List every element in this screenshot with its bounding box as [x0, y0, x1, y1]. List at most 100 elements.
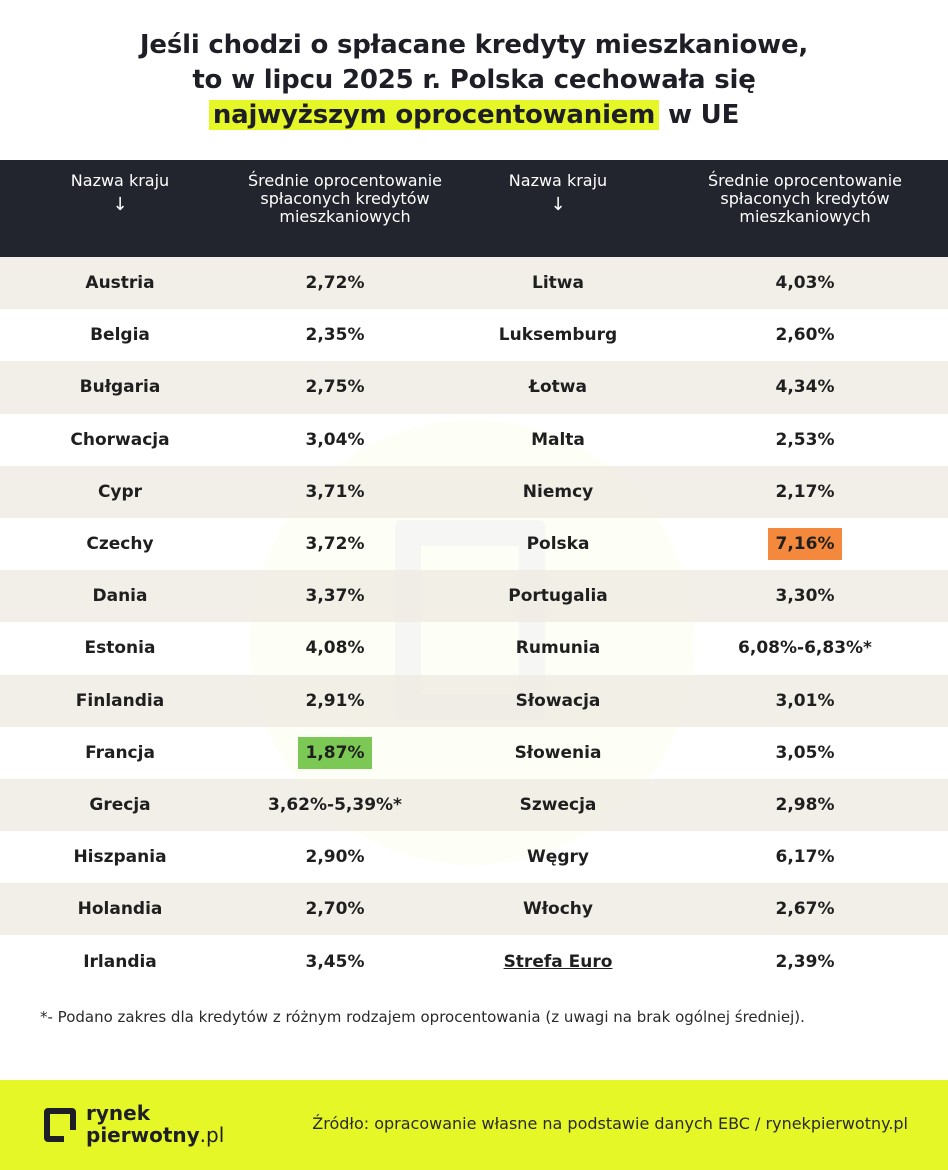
rate-cell-text: 2,91% — [305, 690, 365, 711]
rate-cell-text: 2,75% — [305, 377, 365, 398]
country-cell-text: Włochy — [522, 899, 593, 920]
rate-cell: 2,35% — [230, 309, 440, 361]
highest-rate-badge: 7,16% — [767, 528, 843, 561]
country-cell: Austria — [0, 257, 240, 309]
country-cell: Irlandia — [0, 935, 240, 987]
rate-cell-text: 2,90% — [305, 847, 365, 868]
rate-cell: 2,91% — [230, 675, 440, 727]
title-line-2: to w lipcu 2025 r. Polska cechowała się — [192, 65, 756, 95]
table-row: Estonia 4,08% Rumunia 6,08%-6,83%* — [0, 622, 948, 675]
table-header: Nazwa kraju ↓ Średnie oprocentowanie spł… — [0, 160, 948, 257]
rate-cell-text: 2,39% — [775, 951, 835, 972]
logo-line-2-rest: .pl — [199, 1123, 225, 1147]
country-cell-text: Strefa Euro — [503, 951, 613, 972]
sort-arrow-icon: ↓ — [112, 194, 128, 215]
country-cell-text: Polska — [526, 534, 590, 555]
brand-logo-text: rynek pierwotny.pl — [86, 1102, 224, 1146]
lowest-rate-badge: 1,87% — [297, 736, 373, 769]
country-cell: Luksemburg — [448, 309, 668, 361]
rate-cell: 3,05% — [700, 727, 910, 779]
rate-cell-text: 4,03% — [775, 273, 835, 294]
rate-cell: 2,75% — [230, 361, 440, 413]
country-cell: Rumunia — [448, 622, 668, 674]
rate-cell-text: 2,67% — [775, 899, 835, 920]
table-row: Austria 2,72% Litwa 4,03% — [0, 257, 948, 310]
rate-cell-text: 2,17% — [775, 481, 835, 502]
footnote: *- Podano zakres dla kredytów z różnym r… — [40, 1008, 805, 1026]
rate-cell-text: 3,62%-5,39%* — [268, 794, 402, 815]
country-cell-text: Malta — [531, 429, 585, 450]
page-title: Jeśli chodzi o spłacane kredyty mieszkan… — [0, 28, 948, 133]
rate-cell: 6,17% — [700, 831, 910, 883]
rate-cell-text: 3,01% — [775, 690, 835, 711]
country-cell: Portugalia — [448, 570, 668, 622]
rate-cell-text: 3,37% — [305, 586, 365, 607]
header-rate-left: Średnie oprocentowanie spłaconych kredyt… — [247, 171, 443, 226]
country-cell-text: Portugalia — [508, 586, 608, 607]
country-cell: Finlandia — [0, 675, 240, 727]
country-cell: Polska — [448, 518, 668, 570]
rate-cell: 3,37% — [230, 570, 440, 622]
table-row: Finlandia 2,91% Słowacja 3,01% — [0, 674, 948, 727]
rate-cell: 3,71% — [230, 466, 440, 518]
rate-cell: 3,72% — [230, 518, 440, 570]
title-line-1: Jeśli chodzi o spłacane kredyty mieszkan… — [139, 30, 809, 60]
country-cell: Litwa — [448, 257, 668, 309]
rate-cell: 4,08% — [230, 622, 440, 674]
rate-cell: 3,62%-5,39%* — [230, 779, 440, 831]
title-highlight: najwyższym oprocentowaniem — [208, 100, 660, 130]
rate-cell: 2,70% — [230, 883, 440, 935]
rate-cell: 7,16% — [700, 518, 910, 570]
rate-cell: 2,17% — [700, 466, 910, 518]
rate-cell: 2,67% — [700, 883, 910, 935]
country-cell: Dania — [0, 570, 240, 622]
rate-cell: 6,08%-6,83%* — [700, 622, 910, 674]
rates-table: Nazwa kraju ↓ Średnie oprocentowanie spł… — [0, 160, 948, 988]
rate-cell-text: 3,72% — [305, 534, 365, 555]
rate-cell-text: 6,17% — [775, 847, 835, 868]
country-cell: Bułgaria — [0, 361, 240, 413]
rate-cell-text: 3,04% — [305, 429, 365, 450]
country-cell-text: Francja — [85, 742, 155, 763]
title-line-3: najwyższym oprocentowaniem w UE — [0, 98, 948, 133]
rate-cell: 3,01% — [700, 675, 910, 727]
header-label: Nazwa kraju — [508, 171, 608, 190]
country-cell-text: Finlandia — [75, 690, 165, 711]
country-cell-text: Bułgaria — [79, 377, 161, 398]
brand-logo: rynek pierwotny.pl — [44, 1102, 244, 1150]
rate-cell-text: 3,05% — [775, 742, 835, 763]
country-cell-text: Belgia — [90, 325, 150, 346]
table-body: Austria 2,72% Litwa 4,03% Belgia 2,35% Luksemb… — [0, 257, 948, 988]
country-cell-text: Austria — [85, 273, 155, 294]
country-cell-text: Irlandia — [83, 951, 157, 972]
rate-cell-text: 2,70% — [305, 899, 365, 920]
rate-cell: 2,39% — [700, 935, 910, 987]
country-cell-text: Hiszpania — [73, 847, 167, 868]
country-cell: Francja — [0, 727, 240, 779]
table-row: Czechy 3,72% Polska 7,16% — [0, 517, 948, 571]
table-row: Irlandia 3,45% Strefa Euro 2,39% — [0, 935, 948, 988]
country-cell-text: Szwecja — [519, 794, 597, 815]
country-cell-text: Holandia — [77, 899, 163, 920]
table-row: Bułgaria 2,75% Łotwa 4,34% — [0, 361, 948, 414]
brand-logo-icon — [44, 1108, 76, 1142]
title-line-3-rest: w UE — [659, 100, 740, 130]
country-cell-text: Chorwacja — [70, 429, 170, 450]
country-cell: Grecja — [0, 779, 240, 831]
rate-cell-text: 2,35% — [305, 325, 365, 346]
country-cell: Estonia — [0, 622, 240, 674]
logo-line-2: pierwotny.pl — [86, 1124, 224, 1146]
country-cell: Słowenia — [448, 727, 668, 779]
logo-line-2-bold: pierwotny — [86, 1123, 200, 1147]
country-cell: Czechy — [0, 518, 240, 570]
table-row: Francja 1,87% Słowenia 3,05% — [0, 726, 948, 779]
country-cell: Holandia — [0, 883, 240, 935]
rate-cell-text: 2,72% — [305, 273, 365, 294]
rate-cell: 2,60% — [700, 309, 910, 361]
country-cell: Chorwacja — [0, 414, 240, 466]
table-row: Holandia 2,70% Włochy 2,67% — [0, 883, 948, 936]
table-row: Belgia 2,35% Luksemburg 2,60% — [0, 309, 948, 362]
rate-cell: 2,90% — [230, 831, 440, 883]
country-cell: Słowacja — [448, 675, 668, 727]
rate-cell-text: 2,60% — [775, 325, 835, 346]
